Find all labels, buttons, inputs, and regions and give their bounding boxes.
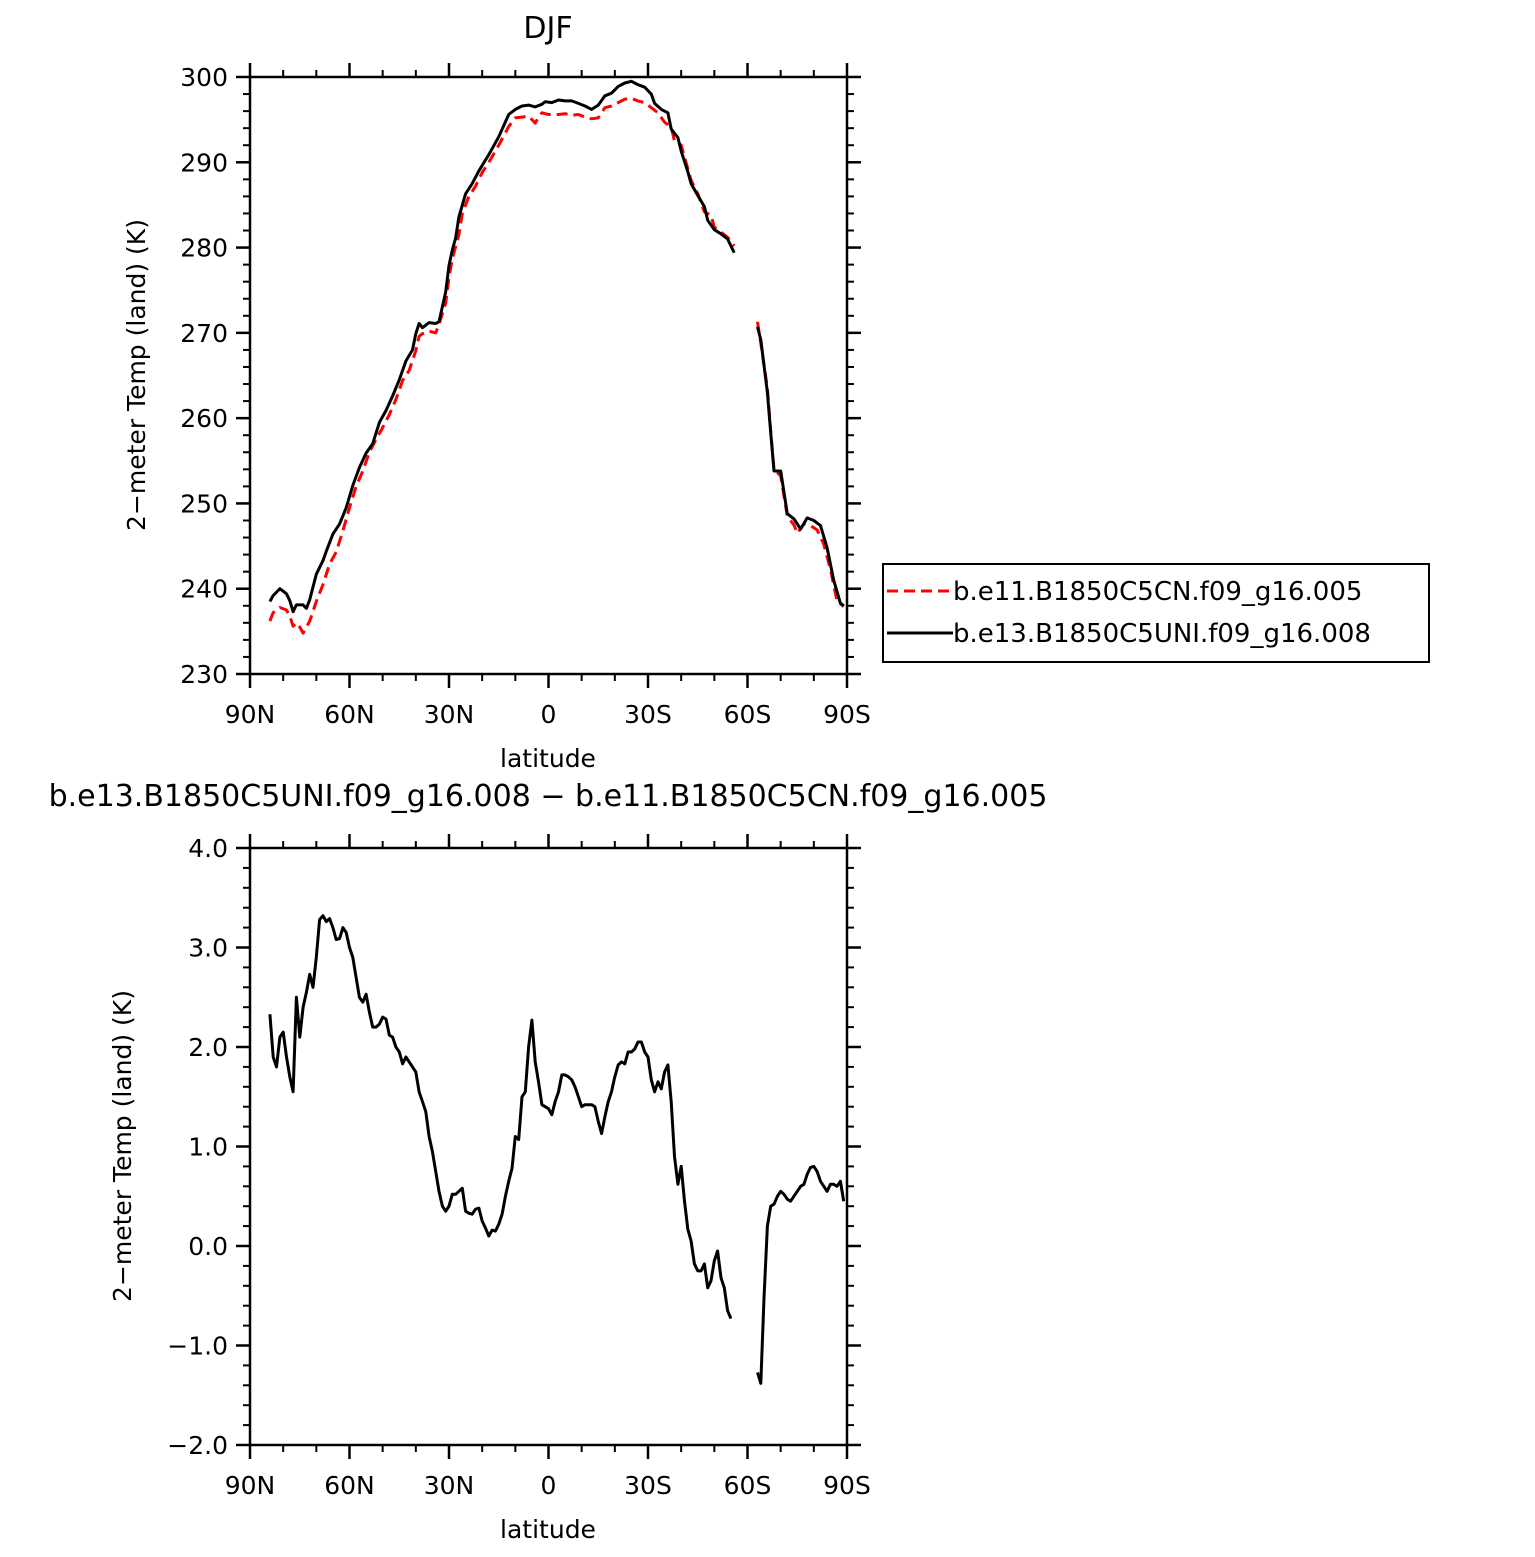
x-tick-label: 90N [225, 1471, 276, 1500]
tick-marks [236, 63, 861, 688]
plot-frame [248, 75, 849, 676]
y-tick-label: 230 [180, 660, 228, 689]
x-axis-label: latitude [500, 1515, 596, 1544]
x-tick-label: 60N [324, 1471, 375, 1500]
series-line-0-segment-0 [268, 96, 736, 635]
x-tick-label: 60N [324, 700, 375, 729]
series-line-1-segment-0 [268, 79, 736, 614]
y-tick-label: 240 [180, 575, 228, 604]
y-tick-label: 1.0 [188, 1133, 228, 1162]
series-lines [268, 79, 845, 635]
y-tick-label: 270 [180, 319, 228, 348]
legend-box [882, 563, 1430, 663]
series-line-1-segment-1 [756, 326, 845, 607]
y-tick-label: 260 [180, 404, 228, 433]
x-tick-labels: 90N 60N 30N 0 30S 60S 90S [225, 700, 871, 729]
x-tick-label: 60S [724, 700, 772, 729]
legend: b.e11.B1850C5CN.f09_g16.005 b.e13.B1850C… [882, 563, 1430, 663]
series-line-0-segment-1 [756, 1164, 846, 1385]
legend-label-b-e11: b.e11.B1850C5CN.f09_g16.005 [953, 577, 1362, 607]
y-tick-label: 0.0 [188, 1232, 228, 1261]
y-tick-label: 2.0 [188, 1033, 228, 1062]
y-tick-label: −1.0 [167, 1332, 228, 1361]
y-tick-label: 300 [180, 63, 228, 92]
series-lines [268, 914, 846, 1385]
x-tick-label: 90S [823, 700, 871, 729]
chart-title: DJF [523, 11, 572, 46]
y-tick-label: 4.0 [188, 834, 228, 863]
y-tick-label: 3.0 [188, 934, 228, 963]
x-tick-labels: 90N 60N 30N 0 30S 60S 90S [225, 1471, 871, 1500]
y-tick-labels: −2.0 −1.0 0.0 1.0 2.0 3.0 4.0 [167, 834, 228, 1460]
x-tick-label: 0 [541, 1471, 557, 1500]
y-axis-label: 2−meter Temp (land) (K) [108, 990, 137, 1302]
y-tick-label: −2.0 [167, 1431, 228, 1460]
y-tick-label: 280 [180, 234, 228, 263]
y-tick-label: 290 [180, 148, 228, 177]
top-panel: DJF 230 240 250 260 270 280 290 300 90N 60N 30N 0 3… [122, 11, 871, 773]
x-tick-label: 30N [424, 700, 475, 729]
x-tick-label: 30S [624, 700, 672, 729]
legend-label-b-e13: b.e13.B1850C5UNI.f09_g16.008 [953, 619, 1371, 649]
y-axis-label: 2−meter Temp (land) (K) [122, 219, 151, 531]
bottom-panel: b.e13.B1850C5UNI.f09_g16.008 − b.e11.B18… [49, 779, 1048, 1544]
chart-title: b.e13.B1850C5UNI.f09_g16.008 − b.e11.B18… [49, 779, 1048, 814]
x-tick-label: 30N [424, 1471, 475, 1500]
x-tick-label: 90N [225, 700, 276, 729]
y-tick-label: 250 [180, 489, 228, 518]
x-tick-label: 90S [823, 1471, 871, 1500]
plot-frame [248, 846, 849, 1447]
series-line-0-segment-0 [268, 914, 733, 1320]
tick-marks [236, 834, 861, 1459]
x-tick-label: 30S [624, 1471, 672, 1500]
x-axis-label: latitude [500, 744, 596, 773]
x-tick-label: 0 [541, 700, 557, 729]
x-tick-label: 60S [724, 1471, 772, 1500]
y-tick-labels: 230 240 250 260 270 280 290 300 [180, 63, 228, 689]
